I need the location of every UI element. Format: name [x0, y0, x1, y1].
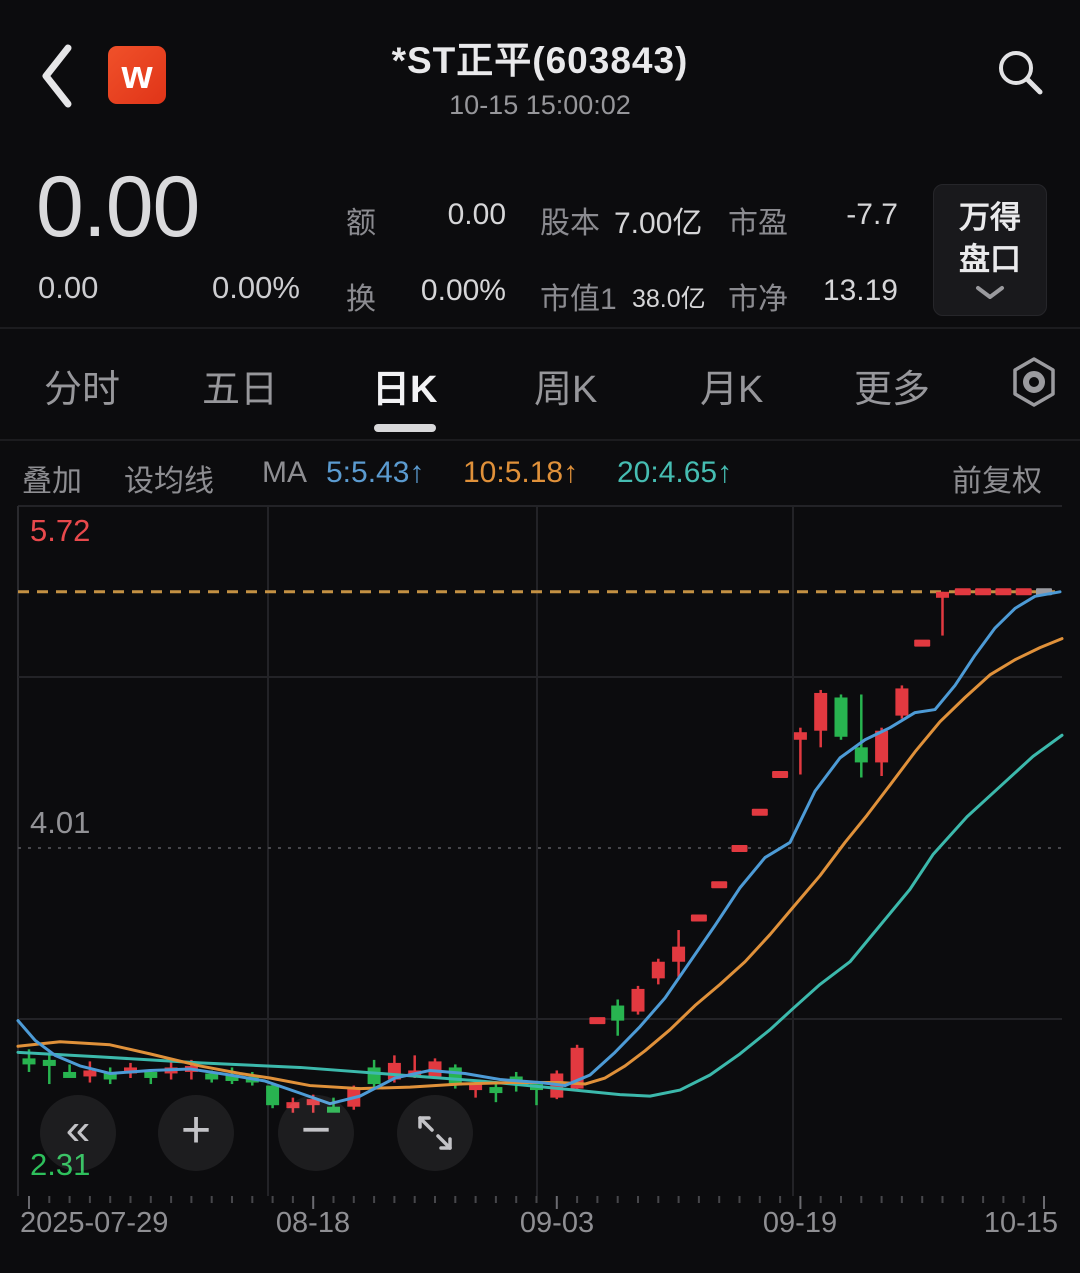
field-value-turnover: 0.00%	[420, 274, 506, 307]
x-label-0: 2025-07-29	[20, 1207, 169, 1239]
kline-chart[interactable]: 5.72 4.01 2.31 2025-07-29 08-18 09-03 09…	[0, 505, 1080, 1273]
settings-icon	[1013, 357, 1055, 407]
zoom-out-button[interactable]: −	[278, 1095, 354, 1171]
ma10-readout: 10:5.18↑	[463, 456, 579, 489]
x-label-4: 10-15	[983, 1207, 1058, 1239]
field-value-marketcap: 38.0亿	[632, 285, 706, 313]
tab-more[interactable]: 更多	[854, 369, 931, 411]
field-label-turnover: 换	[346, 283, 376, 316]
tab-monthly-k[interactable]: 月K	[700, 369, 764, 411]
chevron-down-icon	[976, 286, 1004, 299]
scroll-back-button[interactable]: «	[40, 1095, 116, 1171]
search-icon	[999, 51, 1043, 95]
x-label-1: 08-18	[275, 1207, 351, 1239]
overlay-button[interactable]: 叠加	[22, 465, 82, 498]
field-label-amount: 额	[346, 207, 376, 240]
zoom-in-button[interactable]: +	[158, 1095, 234, 1171]
field-value-pb: 13.19	[822, 274, 898, 307]
tab-daily-k[interactable]: 日K	[372, 369, 438, 411]
fullscreen-button[interactable]	[397, 1095, 473, 1171]
wind-logo: w	[108, 46, 166, 104]
y-min-label: 2.31	[30, 1147, 91, 1182]
tab-weekly-k[interactable]: 周K	[534, 369, 598, 411]
adjust-mode-button[interactable]: 前复权	[952, 465, 1042, 498]
field-label-shares: 股本	[540, 207, 600, 240]
price-change: 0.00	[38, 270, 99, 305]
chart-settings-button[interactable]	[1010, 356, 1058, 408]
wind-orderbook-line1: 万得	[959, 200, 1021, 235]
price-change-pct: 0.00%	[212, 270, 300, 305]
tab-intraday[interactable]: 分时	[44, 369, 121, 411]
last-price: 0.00	[36, 159, 200, 255]
x-label-2: 09-03	[519, 1207, 595, 1239]
ma-label: MA	[262, 456, 307, 489]
expand-icon	[418, 1116, 452, 1150]
field-label-marketcap: 市值1	[540, 283, 617, 316]
field-label-pe: 市盈	[728, 207, 788, 240]
page-title: *ST正平(603843)	[391, 40, 689, 81]
quote-timestamp: 10-15 15:00:02	[449, 90, 631, 120]
wind-orderbook-button[interactable]: 万得 盘口	[933, 184, 1047, 316]
field-value-amount: 0.00	[447, 198, 506, 231]
x-label-3: 09-19	[762, 1207, 838, 1239]
field-label-pb: 市净	[728, 283, 788, 316]
chevron-left-icon	[42, 44, 72, 108]
active-tab-indicator	[374, 424, 436, 432]
y-max-label: 5.72	[30, 513, 91, 548]
divider	[0, 327, 1080, 329]
set-ma-button[interactable]: 设均线	[124, 465, 214, 498]
field-value-pe: -7.7	[846, 198, 898, 231]
kline-canvas[interactable]	[0, 505, 1080, 1273]
tab-5day[interactable]: 五日	[202, 369, 279, 411]
ma5-readout: 5:5.43↑	[326, 456, 425, 489]
wind-logo-letter: w	[121, 52, 153, 97]
y-mid-label: 4.01	[30, 805, 91, 840]
back-button[interactable]	[36, 42, 80, 110]
search-button[interactable]	[994, 46, 1046, 98]
wind-orderbook-line2: 盘口	[959, 242, 1021, 277]
field-value-shares: 7.00亿	[614, 207, 703, 240]
ma20-readout: 20:4.65↑	[617, 456, 733, 489]
divider	[0, 439, 1080, 441]
